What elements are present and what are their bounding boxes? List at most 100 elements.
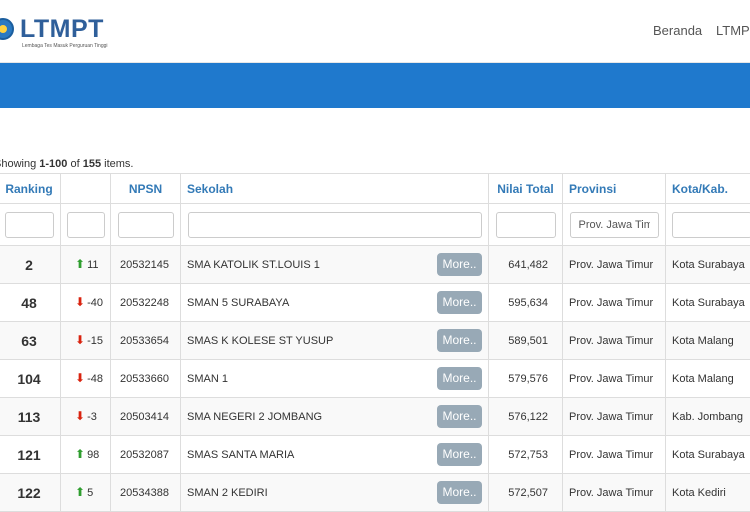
score-cell: 572,753 [489, 436, 563, 474]
rank-change-value: -40 [87, 297, 103, 309]
npsn-cell: 20532145 [111, 246, 181, 284]
column-header-npsn[interactable]: NPSN [111, 174, 181, 204]
more-button[interactable]: More.. [437, 329, 482, 352]
column-header-nilai-total[interactable]: Nilai Total [489, 174, 563, 204]
school-cell: SMAN 5 SURABAYA More.. [181, 284, 489, 322]
city-cell: Kota Malang [666, 360, 750, 398]
province-cell: Prov. Jawa Timur [563, 284, 666, 322]
rank-cell: 113 [0, 398, 61, 436]
province-cell: Prov. Jawa Timur [563, 322, 666, 360]
arrow-down-icon: ⬇ [75, 410, 85, 422]
rank-change-value: -48 [87, 373, 103, 385]
rank-change-value: 98 [87, 449, 99, 461]
rank-change-value: -15 [87, 335, 103, 347]
city-cell: Kota Surabaya [666, 284, 750, 322]
rank-change-cell: ⬇-40 [61, 284, 111, 322]
summary-prefix: Showing [0, 158, 39, 170]
rank-change-value: 11 [87, 259, 98, 271]
more-button[interactable]: More.. [437, 443, 482, 466]
rank-change-cell: ⬇-15 [61, 322, 111, 360]
city-cell: Kota Surabaya [666, 246, 750, 284]
score-cell: 572,507 [489, 474, 563, 512]
rank-change-cell: ⬆5 [61, 474, 111, 512]
score-cell: 589,501 [489, 322, 563, 360]
npsn-cell: 20533654 [111, 322, 181, 360]
items-summary: Showing 1-100 of 155 items. [0, 158, 133, 170]
arrow-up-icon: ⬆ [75, 258, 85, 270]
rank-change-cell: ⬇-48 [61, 360, 111, 398]
city-cell: Kab. Jombang [666, 398, 750, 436]
score-cell: 595,634 [489, 284, 563, 322]
filter-kota-input[interactable] [672, 212, 750, 238]
top-navbar: LTMPT Lembaga Tes Masuk Perguruan Tinggi… [0, 0, 750, 63]
school-name: SMAN 2 KEDIRI [187, 487, 268, 499]
nav-link-ltmpt[interactable]: LTMPT [716, 23, 750, 38]
arrow-down-icon: ⬇ [75, 296, 85, 308]
more-button[interactable]: More.. [437, 481, 482, 504]
school-name: SMAN 5 SURABAYA [187, 297, 289, 309]
rank-cell: 122 [0, 474, 61, 512]
rank-change-cell: ⬇-3 [61, 398, 111, 436]
school-cell: SMA KATOLIK ST.LOUIS 1 More.. [181, 246, 489, 284]
province-cell: Prov. Jawa Timur [563, 398, 666, 436]
column-header-sekolah[interactable]: Sekolah [181, 174, 489, 204]
filter-sekolah-input[interactable] [188, 212, 482, 238]
column-header-kota[interactable]: Kota/Kab. [666, 174, 750, 204]
more-button[interactable]: More.. [437, 253, 482, 276]
more-button[interactable]: More.. [437, 291, 482, 314]
summary-total: 155 [83, 158, 101, 170]
city-cell: Kota Kediri [666, 474, 750, 512]
rank-change-cell: ⬆98 [61, 436, 111, 474]
filter-nilai-total-input[interactable] [496, 212, 556, 238]
province-cell: Prov. Jawa Timur [563, 360, 666, 398]
arrow-down-icon: ⬇ [75, 372, 85, 384]
rank-cell: 63 [0, 322, 61, 360]
rank-cell: 48 [0, 284, 61, 322]
summary-suffix: items. [101, 158, 133, 170]
npsn-cell: 20532248 [111, 284, 181, 322]
more-button[interactable]: More.. [437, 405, 482, 428]
arrow-down-icon: ⬇ [75, 334, 85, 346]
rank-change-cell: ⬆11 [61, 246, 111, 284]
filter-ranking-input[interactable] [5, 212, 54, 238]
province-cell: Prov. Jawa Timur [563, 436, 666, 474]
school-name: SMA KATOLIK ST.LOUIS 1 [187, 259, 320, 271]
filter-provinsi-input[interactable] [570, 212, 659, 238]
score-cell: 579,576 [489, 360, 563, 398]
logo-tagline: Lembaga Tes Masuk Perguruan Tinggi [22, 43, 108, 49]
filter-change-input[interactable] [67, 212, 105, 238]
arrow-up-icon: ⬆ [75, 486, 85, 498]
column-header-change [61, 174, 111, 204]
rank-change-value: -3 [87, 411, 97, 423]
school-name: SMAN 1 [187, 373, 228, 385]
school-cell: SMA NEGERI 2 JOMBANG More.. [181, 398, 489, 436]
score-cell: 576,122 [489, 398, 563, 436]
rank-cell: 2 [0, 246, 61, 284]
npsn-cell: 20503414 [111, 398, 181, 436]
city-cell: Kota Surabaya [666, 436, 750, 474]
blue-banner [0, 63, 750, 108]
school-cell: SMAN 2 KEDIRI More.. [181, 474, 489, 512]
summary-range: 1-100 [39, 158, 67, 170]
school-name: SMA NEGERI 2 JOMBANG [187, 411, 322, 423]
school-cell: SMAN 1 More.. [181, 360, 489, 398]
column-header-provinsi[interactable]: Provinsi [563, 174, 666, 204]
ltmpt-emblem-icon [0, 18, 14, 40]
column-header-ranking[interactable]: Ranking [0, 174, 61, 204]
province-cell: Prov. Jawa Timur [563, 246, 666, 284]
filter-npsn-input[interactable] [118, 212, 174, 238]
ranking-table: Ranking NPSN Sekolah Nilai Total Provins… [0, 173, 750, 512]
nav-link-beranda[interactable]: Beranda [653, 23, 702, 38]
arrow-up-icon: ⬆ [75, 448, 85, 460]
more-button[interactable]: More.. [437, 367, 482, 390]
